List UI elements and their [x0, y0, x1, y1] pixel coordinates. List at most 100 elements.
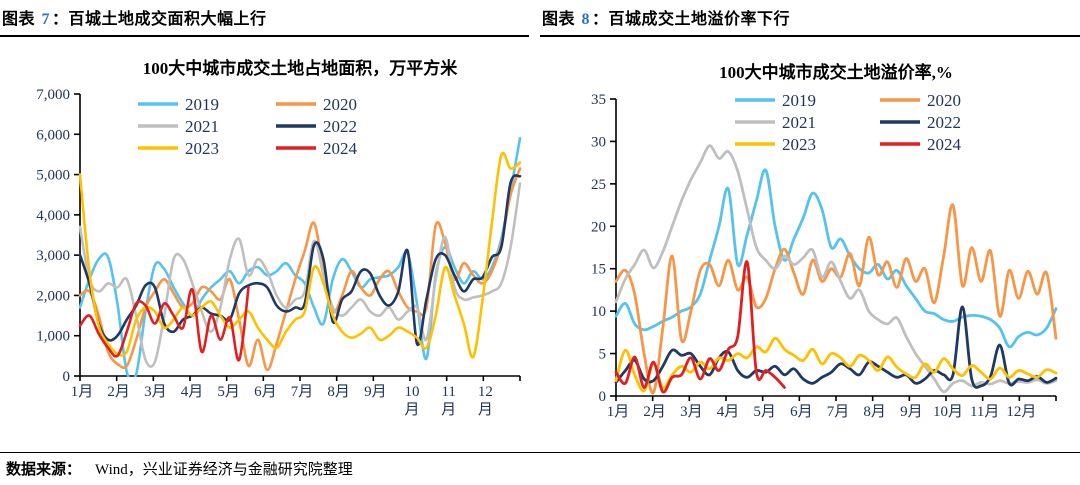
x-tick-label: 7月	[291, 384, 314, 400]
x-tick-label: 1月	[71, 384, 94, 400]
svg-text:2024: 2024	[927, 135, 962, 154]
legend-item-2021: 2021	[735, 113, 816, 132]
y-tick-label: 30	[591, 134, 606, 150]
figure7-label: 图表	[2, 11, 36, 28]
x-tick-label: 1月	[607, 404, 630, 420]
y-tick-label: 35	[591, 92, 606, 108]
data-source-footer: 数据来源： Wind，兴业证券经济与金融研究院整理	[0, 452, 1080, 479]
series-line-2021	[78, 182, 522, 368]
svg-text:2019: 2019	[782, 91, 816, 110]
svg-text:2021: 2021	[185, 117, 219, 136]
figure7-caption: 图表 7 ：百城土地成交面积大幅上行	[0, 2, 529, 37]
series-line-2020	[78, 167, 522, 372]
series-line-2019	[78, 137, 522, 377]
x-tick-label: 11	[441, 384, 455, 400]
series-line-2023	[78, 151, 522, 359]
x-tick-label: 6月	[790, 404, 813, 420]
series-line-2019	[614, 168, 1058, 349]
x-tick-label: 10月	[933, 404, 963, 420]
series-line-2024	[614, 260, 786, 394]
y-tick-label: 1,000	[36, 329, 70, 345]
y-tick-label: 15	[591, 262, 606, 278]
x-tick-label: 月	[441, 402, 456, 418]
legend-item-2021: 2021	[138, 117, 219, 136]
series-line-2020	[614, 203, 1058, 395]
land-area-chart-box: 100大中城市成交土地占地面积，万平方米 0 1,000 2,000 3,000 4,00…	[18, 44, 558, 449]
legend-item-2020: 2020	[880, 91, 961, 110]
y-tick-label: 10	[591, 304, 606, 320]
x-tick-label: 2月	[107, 384, 130, 400]
figure8-caption: 图表 8 ：百城成交土地溢价率下行	[540, 2, 1080, 37]
legend-item-2023: 2023	[138, 139, 219, 158]
x-tick-label: 8月	[327, 384, 350, 400]
y-tick-label: 5	[599, 347, 607, 363]
x-tick-label: 12	[478, 384, 493, 400]
data-source-text: Wind，兴业证券经济与金融研究院整理	[95, 462, 353, 478]
x-tick-label: 3月	[680, 404, 703, 420]
legend-item-2022: 2022	[276, 117, 357, 136]
x-tick-label: 9月	[364, 384, 387, 400]
figure8-label: 图表	[542, 11, 576, 28]
land-area-line-chart: 100大中城市成交土地占地面积，万平方米 0 1,000 2,000 3,000 4,00…	[36, 58, 522, 418]
figure8-number: 8	[581, 11, 591, 28]
svg-text:2020: 2020	[927, 91, 961, 110]
svg-text:2022: 2022	[927, 113, 961, 132]
x-tick-label: 12月	[1006, 404, 1036, 420]
x-tick-label: 9月	[900, 404, 923, 420]
x-tick-label: 6月	[254, 384, 277, 400]
legend-item-2020: 2020	[276, 95, 357, 114]
legend-item-2019: 2019	[735, 91, 816, 110]
chart-title: 100大中城市成交土地占地面积，万平方米	[143, 58, 458, 78]
series-line-2024	[78, 286, 250, 362]
data-source-label: 数据来源：	[6, 462, 82, 478]
legend-item-2023: 2023	[735, 135, 816, 154]
x-tick-label: 4月	[181, 384, 204, 400]
series-line-2022	[78, 174, 522, 347]
x-tick-label: 2月	[643, 404, 666, 420]
y-tick-label: 3,000	[36, 248, 70, 264]
premium-rate-chart-box: 100大中城市成交土地溢价率,% 0 5 10 15 20 25 30 35 1月 2月 3月 4月 5月…	[552, 44, 1080, 449]
svg-text:2023: 2023	[185, 139, 219, 158]
x-tick-label: 月	[404, 402, 419, 418]
x-tick-label: 月	[478, 402, 493, 418]
chart-title: 100大中城市成交土地溢价率,%	[719, 62, 953, 82]
series-line-2023	[614, 336, 1058, 393]
y-tick-label: 20	[591, 219, 606, 235]
svg-text:2020: 2020	[323, 95, 357, 114]
series-line-2021	[614, 144, 1058, 394]
y-tick-label: 7,000	[36, 87, 70, 103]
x-tick-label: 10	[405, 384, 420, 400]
figure8-separator: ：	[592, 11, 609, 28]
series-line-2022	[614, 305, 1058, 389]
figure7-title: 百城土地成交面积大幅上行	[68, 11, 267, 28]
svg-text:2022: 2022	[323, 117, 357, 136]
x-tick-label: 3月	[144, 384, 167, 400]
legend-item-2024: 2024	[880, 135, 962, 154]
svg-text:2021: 2021	[782, 113, 816, 132]
y-tick-label: 0	[599, 389, 607, 405]
x-tick-label: 5月	[753, 404, 776, 420]
legend-item-2019: 2019	[138, 95, 219, 114]
svg-text:2019: 2019	[185, 95, 219, 114]
premium-rate-line-chart: 100大中城市成交土地溢价率,% 0 5 10 15 20 25 30 35 1月 2月 3月 4月 5月…	[591, 62, 1058, 420]
figure7-number: 7	[41, 11, 51, 28]
axes	[610, 98, 1057, 401]
x-tick-label: 8月	[863, 404, 886, 420]
figure8-title: 百城成交土地溢价率下行	[608, 11, 791, 28]
legend-item-2022: 2022	[880, 113, 961, 132]
y-tick-label: 25	[591, 177, 606, 193]
svg-text:2023: 2023	[782, 135, 816, 154]
legend-item-2024: 2024	[276, 139, 358, 158]
x-tick-label: 7月	[827, 404, 850, 420]
y-tick-label: 0	[63, 369, 71, 385]
figure7-separator: ：	[52, 11, 69, 28]
y-tick-label: 6,000	[36, 127, 70, 143]
y-tick-label: 2,000	[36, 288, 70, 304]
y-tick-label: 5,000	[36, 168, 70, 184]
x-tick-label: 5月	[217, 384, 240, 400]
x-tick-label: 11月	[970, 404, 999, 420]
svg-text:2024: 2024	[323, 139, 358, 158]
x-tick-label: 4月	[717, 404, 740, 420]
y-tick-label: 4,000	[36, 208, 70, 224]
